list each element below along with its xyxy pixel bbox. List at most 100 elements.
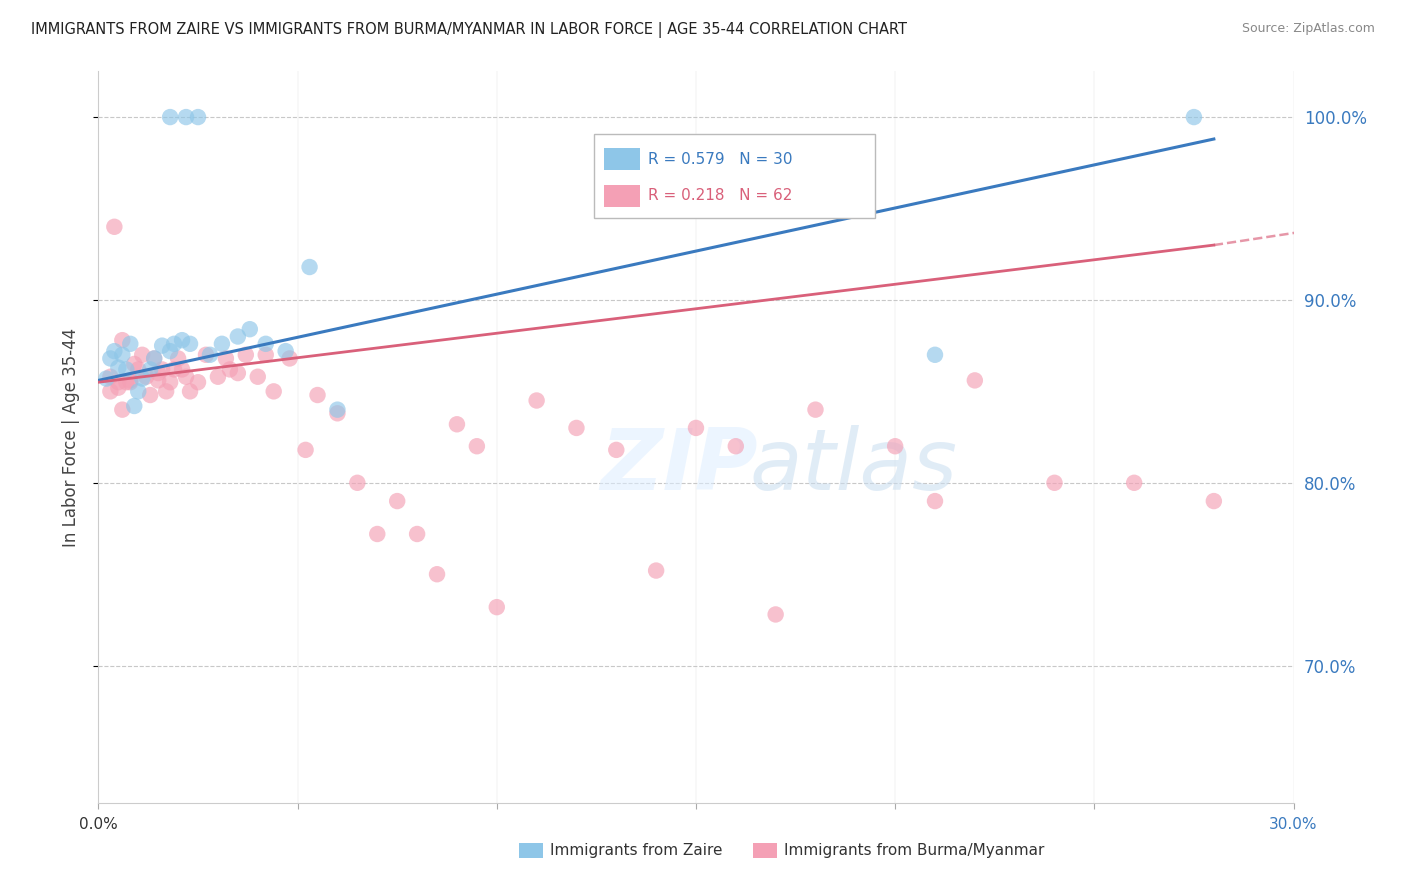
Point bbox=[307, 388, 329, 402]
Point bbox=[159, 344, 181, 359]
Point bbox=[426, 567, 449, 582]
Point bbox=[406, 527, 429, 541]
Point bbox=[111, 402, 134, 417]
Point bbox=[385, 494, 409, 508]
Point bbox=[107, 360, 129, 375]
Point bbox=[150, 338, 173, 352]
Point bbox=[198, 348, 221, 362]
Text: 30.0%: 30.0% bbox=[1270, 817, 1317, 832]
Point bbox=[226, 366, 249, 380]
Point bbox=[155, 384, 177, 399]
Point bbox=[465, 439, 488, 453]
Point bbox=[127, 384, 149, 399]
Point bbox=[143, 351, 166, 366]
Point bbox=[195, 348, 218, 362]
Point bbox=[219, 362, 242, 376]
Point bbox=[179, 384, 201, 399]
Point bbox=[884, 439, 907, 453]
Point bbox=[163, 336, 186, 351]
Text: ZIP: ZIP bbox=[600, 425, 758, 508]
Point bbox=[326, 406, 349, 420]
Point bbox=[103, 219, 125, 234]
Point bbox=[120, 375, 142, 389]
Point bbox=[131, 371, 153, 385]
Point bbox=[111, 348, 134, 362]
Point bbox=[115, 362, 138, 376]
Point bbox=[724, 439, 747, 453]
Point bbox=[143, 351, 166, 366]
Point bbox=[1182, 110, 1205, 124]
Point bbox=[103, 344, 125, 359]
Bar bbox=[519, 843, 543, 858]
FancyBboxPatch shape bbox=[595, 134, 875, 218]
Point bbox=[645, 564, 668, 578]
Point bbox=[98, 384, 122, 399]
Point bbox=[107, 381, 129, 395]
Text: 0.0%: 0.0% bbox=[79, 817, 118, 832]
Point bbox=[107, 375, 129, 389]
Point bbox=[263, 384, 285, 399]
Point bbox=[98, 351, 122, 366]
Point bbox=[239, 322, 262, 336]
Point bbox=[124, 399, 146, 413]
Bar bbox=[754, 843, 778, 858]
Bar bbox=[605, 148, 640, 170]
Point bbox=[226, 329, 249, 343]
Point bbox=[326, 402, 349, 417]
Point bbox=[254, 336, 277, 351]
Point bbox=[135, 369, 157, 384]
Point bbox=[131, 348, 153, 362]
Point bbox=[924, 494, 946, 508]
Bar bbox=[605, 185, 640, 207]
Point bbox=[485, 600, 508, 615]
Text: R = 0.218   N = 62: R = 0.218 N = 62 bbox=[648, 188, 793, 203]
Point bbox=[207, 369, 229, 384]
Point bbox=[246, 369, 269, 384]
Point bbox=[148, 373, 170, 387]
Point bbox=[150, 362, 173, 376]
Point bbox=[148, 366, 170, 380]
Point bbox=[174, 110, 197, 124]
Point bbox=[1123, 475, 1146, 490]
Y-axis label: In Labor Force | Age 35-44: In Labor Force | Age 35-44 bbox=[62, 327, 80, 547]
Point bbox=[963, 373, 986, 387]
Point bbox=[127, 362, 149, 376]
Point bbox=[187, 375, 209, 389]
Point bbox=[298, 260, 321, 274]
Point bbox=[139, 388, 162, 402]
Text: Source: ZipAtlas.com: Source: ZipAtlas.com bbox=[1241, 22, 1375, 36]
Point bbox=[605, 442, 627, 457]
Point bbox=[366, 527, 388, 541]
Point bbox=[98, 369, 122, 384]
Point bbox=[167, 351, 190, 366]
Point bbox=[120, 336, 142, 351]
Point bbox=[526, 393, 548, 408]
Point bbox=[172, 333, 194, 347]
Point bbox=[211, 336, 233, 351]
Point bbox=[1043, 475, 1066, 490]
Text: IMMIGRANTS FROM ZAIRE VS IMMIGRANTS FROM BURMA/MYANMAR IN LABOR FORCE | AGE 35-4: IMMIGRANTS FROM ZAIRE VS IMMIGRANTS FROM… bbox=[31, 22, 907, 38]
Point bbox=[111, 333, 134, 347]
Point bbox=[804, 402, 827, 417]
Point bbox=[172, 362, 194, 376]
Point bbox=[159, 110, 181, 124]
Point bbox=[235, 348, 257, 362]
Point bbox=[278, 351, 301, 366]
Point bbox=[120, 373, 142, 387]
Point bbox=[294, 442, 316, 457]
Point bbox=[187, 110, 209, 124]
Point bbox=[685, 421, 707, 435]
Point bbox=[274, 344, 297, 359]
Point bbox=[446, 417, 468, 432]
Point bbox=[565, 421, 588, 435]
Point bbox=[346, 475, 368, 490]
Point bbox=[254, 348, 277, 362]
Point bbox=[215, 351, 238, 366]
Point bbox=[115, 375, 138, 389]
Text: R = 0.579   N = 30: R = 0.579 N = 30 bbox=[648, 152, 793, 167]
Text: atlas: atlas bbox=[749, 425, 957, 508]
Point bbox=[1202, 494, 1225, 508]
Point bbox=[163, 362, 186, 376]
Text: Immigrants from Zaire: Immigrants from Zaire bbox=[550, 843, 723, 858]
Point bbox=[139, 362, 162, 376]
